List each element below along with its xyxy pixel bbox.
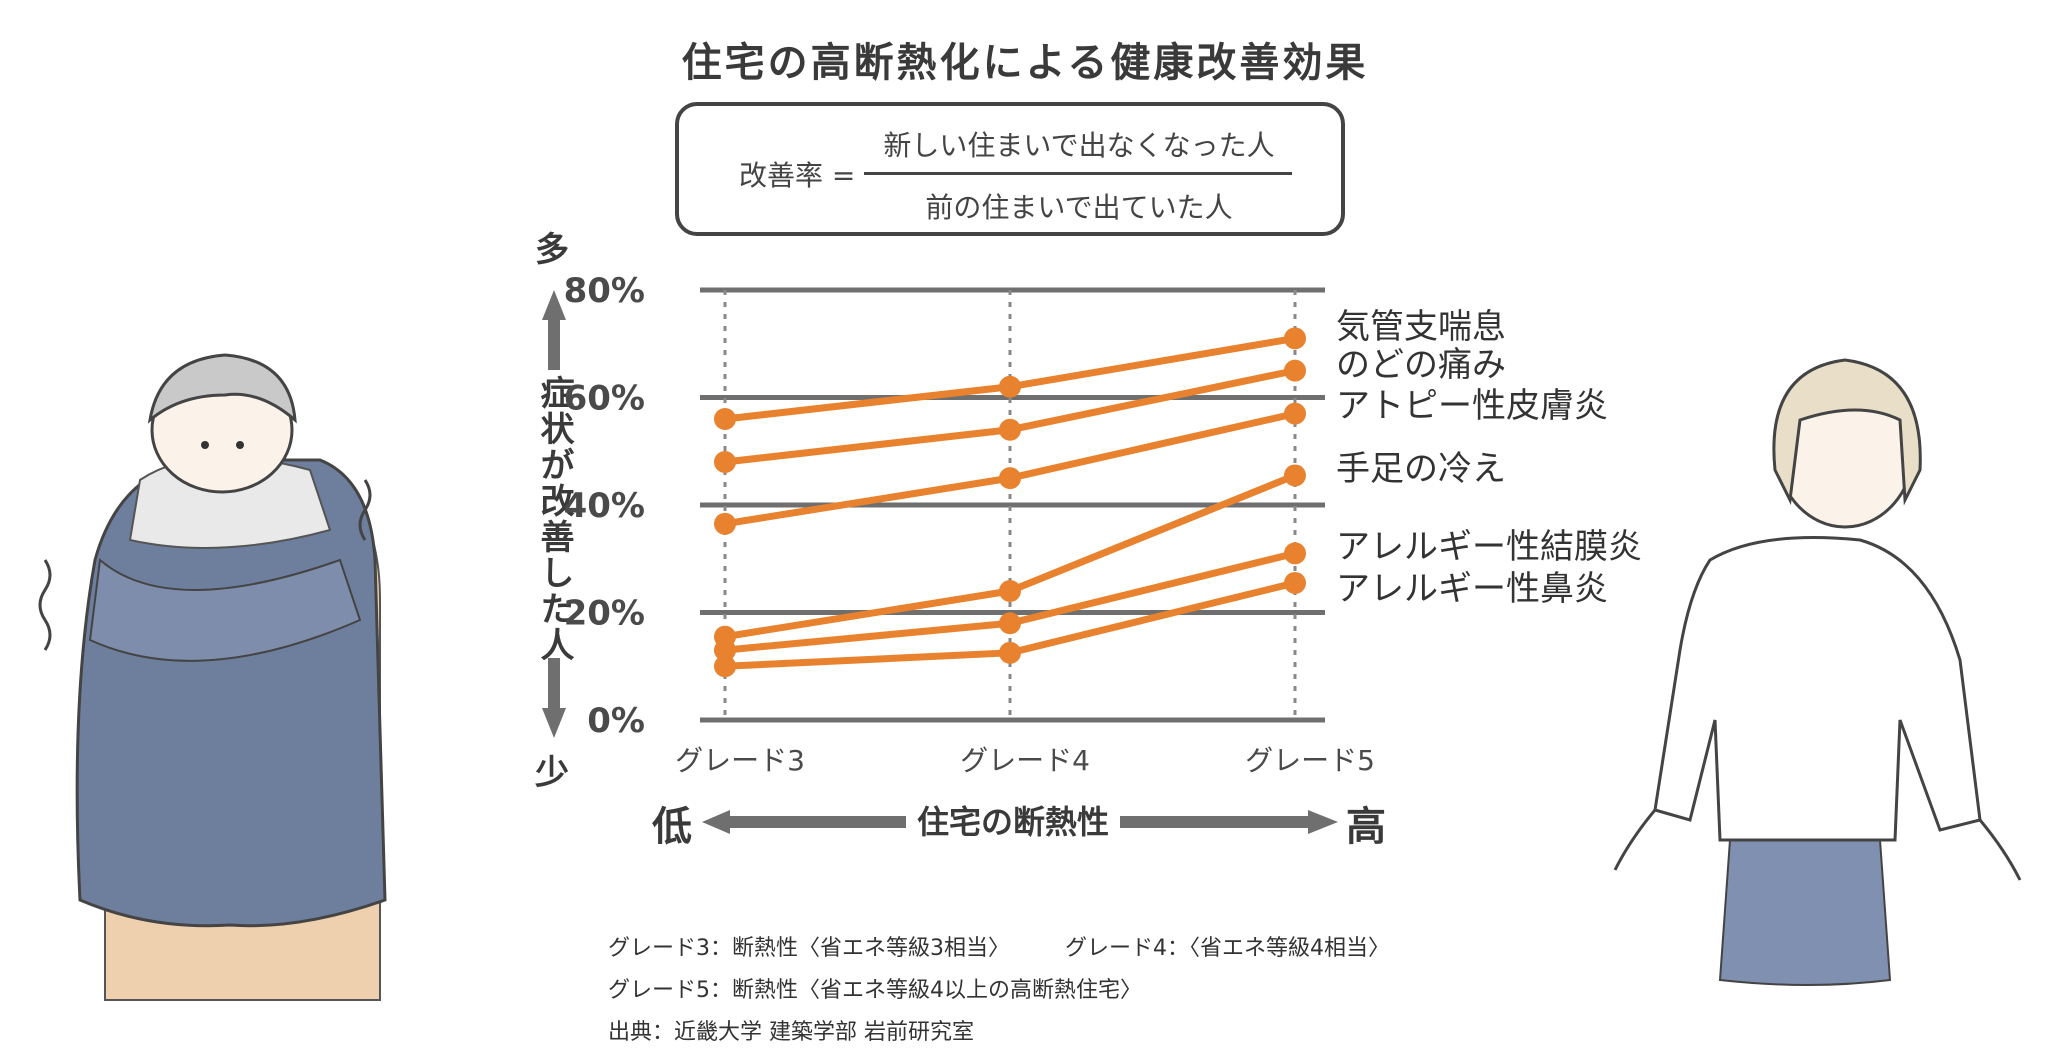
data-point xyxy=(714,512,736,535)
data-point xyxy=(999,612,1021,635)
footnote-grade3: グレード3：断熱性〈省エネ等級3相当〉 xyxy=(608,936,1010,961)
x-axis-right-arrow xyxy=(1120,810,1338,834)
data-point xyxy=(999,467,1021,490)
x-axis-high-word: 高 xyxy=(1346,804,1386,850)
data-point xyxy=(1284,464,1306,487)
data-point xyxy=(1284,327,1306,350)
formula-fraction-line xyxy=(864,172,1292,175)
series-label: 気管支喘息 xyxy=(1336,307,1506,347)
data-point xyxy=(1284,571,1306,594)
y-axis-down-arrow xyxy=(542,658,566,738)
y-tick-label: 40% xyxy=(564,486,645,526)
data-point xyxy=(1284,402,1306,425)
footnote-grade4: グレード4：〈省エネ等級4相当〉 xyxy=(1065,936,1390,961)
series-label: アレルギー性結膜炎 xyxy=(1336,527,1642,567)
y-tick-label: 60% xyxy=(564,379,645,419)
x-axis-label: 住宅の断熱性 xyxy=(917,803,1109,841)
data-point xyxy=(999,418,1021,441)
comfortable-person-illustration xyxy=(1613,358,2022,986)
series-label: アトピー性皮膚炎 xyxy=(1336,386,1608,426)
y-tick-label: 80% xyxy=(564,271,645,311)
y-axis-up-arrow xyxy=(542,290,566,370)
series-label: アレルギー性鼻炎 xyxy=(1336,569,1608,609)
formula-box: 改善率 = 新しい住まいで出なくなった人 前の住まいで出ていた人 xyxy=(675,102,1345,236)
formula-denominator: 前の住まいで出ていた人 xyxy=(925,191,1233,224)
series-label: 手足の冷え xyxy=(1336,449,1506,489)
footnote-grade5: グレード5：断熱性〈省エネ等級4以上の高断熱住宅〉 xyxy=(608,978,1142,1003)
data-point xyxy=(999,375,1021,398)
y-tick-label: 0% xyxy=(587,701,645,741)
x-axis-low-word: 低 xyxy=(652,804,692,850)
y-axis-top-word: 多 xyxy=(535,230,569,270)
x-tick-label: グレード3 xyxy=(675,744,805,777)
y-tick-label: 20% xyxy=(564,594,645,634)
data-point xyxy=(999,580,1021,602)
data-point xyxy=(1284,359,1306,382)
data-point xyxy=(714,451,736,473)
x-tick-label: グレード5 xyxy=(1245,744,1375,777)
series-label: のどの痛み xyxy=(1336,345,1506,385)
x-axis-left-arrow xyxy=(702,810,906,834)
data-point xyxy=(1284,542,1306,565)
data-point xyxy=(714,655,736,678)
y-axis-bottom-word: 少 xyxy=(535,753,569,793)
footnote-source: 出典：近畿大学 建築学部 岩前研究室 xyxy=(608,1020,974,1045)
page-title: 住宅の高断熱化による健康改善効果 xyxy=(681,40,1369,86)
formula-numerator: 新しい住まいで出なくなった人 xyxy=(883,129,1275,162)
formula-label: 改善率 = xyxy=(739,159,856,192)
x-tick-label: グレード4 xyxy=(960,744,1090,777)
y-axis-label: 症状が改善した人 xyxy=(534,375,574,663)
data-point xyxy=(714,639,736,662)
data-point xyxy=(999,641,1021,664)
cold-person-illustration xyxy=(38,353,387,1001)
data-point xyxy=(714,408,736,430)
